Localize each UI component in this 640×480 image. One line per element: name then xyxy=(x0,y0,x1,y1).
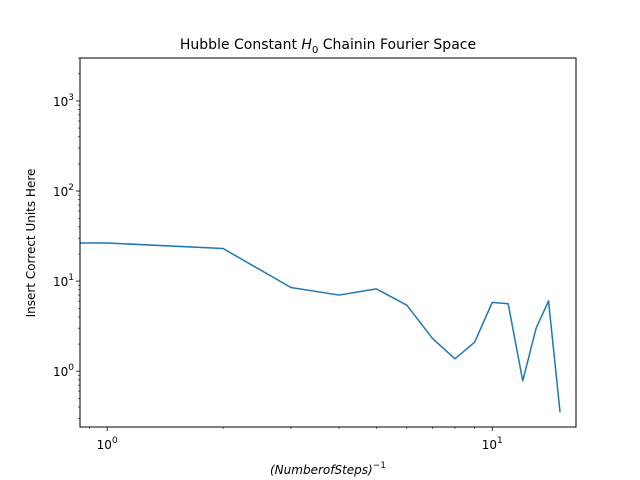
title-suffix: Chainin Fourier Space xyxy=(318,37,476,53)
y-tick-label-0: 100 xyxy=(53,363,74,379)
title-symbol: H xyxy=(301,37,312,53)
title-subscript: 0 xyxy=(312,45,318,56)
y-tick-label-2: 102 xyxy=(53,183,74,199)
series-layer xyxy=(80,242,561,413)
chart-title: Hubble Constant H0 Chainin Fourier Space xyxy=(180,37,476,56)
y-tick-label-3: 103 xyxy=(53,93,74,109)
x-axis-label-var: (NumberofSteps) xyxy=(270,463,373,477)
series-line-0 xyxy=(80,242,561,413)
x-tick-label-0: 100 xyxy=(97,436,118,452)
axes-frame xyxy=(79,57,577,428)
y-tick-label-1: 101 xyxy=(53,273,74,289)
x-axis-label-exponent: −1 xyxy=(373,461,386,471)
title-prefix: Hubble Constant xyxy=(180,37,302,53)
x-tick-label-1: 101 xyxy=(482,436,503,452)
y-axis-label: Insert Correct Units Here xyxy=(24,169,38,318)
x-axis-label: (NumberofSteps)−1 xyxy=(270,461,386,477)
